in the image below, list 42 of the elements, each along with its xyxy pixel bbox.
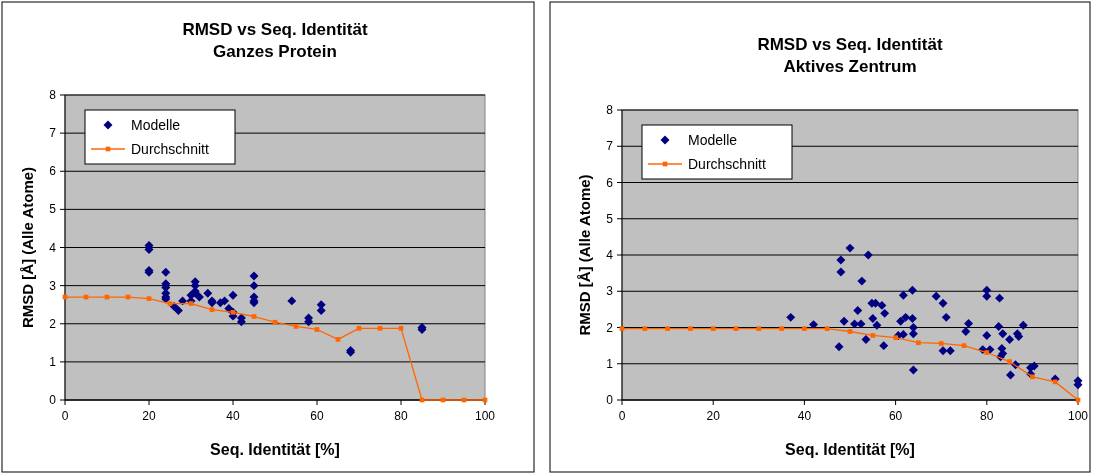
x-tick-label: 40 [226,409,240,423]
x-tick-label: 100 [474,409,496,423]
y-tick-label: 3 [49,278,57,293]
x-tick-label: 0 [618,409,626,423]
x-tick-label: 80 [394,409,408,423]
x-axis-title: Seq. Identität [%] [785,441,915,458]
y-tick-label: 4 [49,240,57,255]
y-tick-label: 0 [49,393,57,407]
chart-subtitle: Aktives Zentrum [783,57,917,76]
y-tick-label: 7 [606,139,614,154]
y-axis-title: RMSD [Å] (Alle Atome) [576,174,593,336]
y-tick-label: 8 [606,103,614,117]
x-tick-label: 40 [797,409,812,423]
x-tick-label: 80 [980,409,994,423]
y-tick-label: 3 [606,284,614,299]
y-tick-label: 5 [606,211,614,226]
y-tick-label: 6 [49,164,57,179]
y-tick-label: 6 [606,175,614,190]
y-tick-label: 1 [606,356,614,371]
chart-subtitle: Ganzes Protein [213,42,337,61]
y-tick-label: 5 [49,202,57,217]
chart-title: RMSD vs Seq. Identität [757,35,943,54]
x-tick-label: 0 [61,409,69,423]
chart-title: RMSD vs Seq. Identität [182,20,368,39]
y-tick-label: 2 [49,316,57,331]
y-tick-label: 2 [606,320,614,335]
x-tick-label: 60 [310,409,324,423]
x-tick-label: 20 [142,409,156,423]
y-tick-label: 1 [49,354,57,369]
legend-label: Modelle [688,132,738,148]
x-axis-title: Seq. Identität [%] [210,441,340,458]
y-tick-label: 7 [49,126,57,141]
y-axis-title: RMSD [Å] (Alle Atome) [19,166,36,329]
x-tick-label: 60 [888,409,903,423]
x-tick-label: 100 [1067,409,1089,423]
x-tick-label: 20 [706,409,721,423]
legend-label: Durchschnitt [131,141,209,157]
y-tick-label: 0 [606,393,614,407]
y-tick-label: 4 [606,248,614,262]
legend-label: Modelle [131,117,181,133]
legend-label: Durchschnitt [688,156,766,172]
y-tick-label: 8 [49,88,57,102]
